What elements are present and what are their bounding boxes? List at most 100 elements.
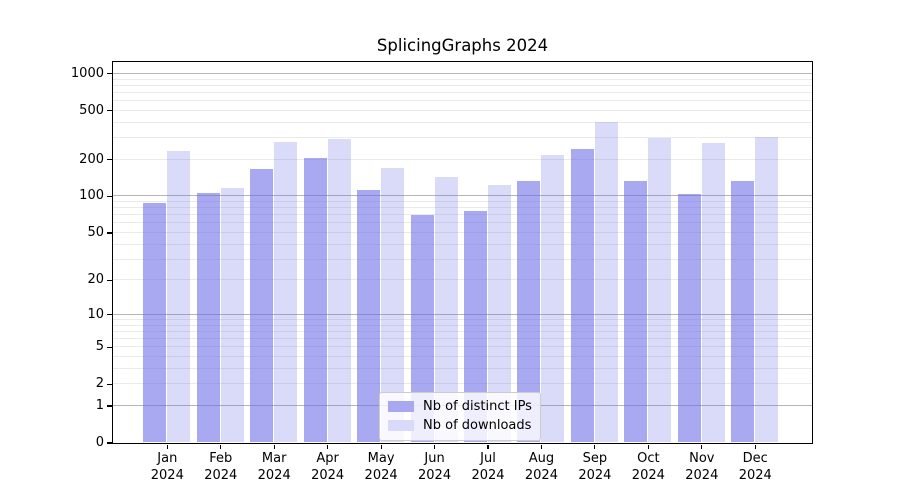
- bar-downloads-dec-2024: [755, 137, 779, 443]
- plot-area: [111, 60, 813, 444]
- x-tick-mark: [487, 444, 489, 449]
- bar-distinct-ips-sep-2024: [570, 149, 594, 443]
- x-tick-mark: [220, 444, 222, 449]
- y-tick-label: 1: [95, 397, 104, 413]
- bar-downloads-sep-2024: [594, 121, 618, 443]
- bar-downloads-aug-2024: [541, 155, 565, 443]
- x-tick-label: Aug 2024: [524, 451, 558, 483]
- bar-downloads-oct-2024: [648, 137, 672, 443]
- x-tick-label: Apr 2024: [311, 451, 345, 483]
- y-tick-label: 20: [87, 272, 104, 288]
- y-tick-mark: [107, 314, 112, 316]
- bar-distinct-ips-jan-2024: [143, 203, 167, 443]
- bar-downloads-jan-2024: [167, 151, 191, 443]
- bar-distinct-ips-may-2024: [357, 189, 381, 443]
- x-tick-mark: [433, 444, 436, 449]
- x-tick-mark: [166, 444, 168, 449]
- major-gridline: [112, 313, 812, 315]
- x-tick-mark: [327, 444, 329, 449]
- x-tick-mark: [754, 444, 756, 449]
- legend-item-downloads: Nb of downloads: [388, 416, 532, 435]
- y-tick-label: 500: [79, 102, 104, 118]
- minor-gridline: [112, 383, 812, 385]
- y-tick-mark: [107, 73, 112, 75]
- y-tick-mark: [107, 442, 112, 444]
- chart-title: SplicingGraphs 2024: [376, 36, 549, 55]
- minor-gridline: [112, 231, 812, 233]
- x-tick-mark: [540, 444, 543, 449]
- bar-distinct-ips-jul-2024: [464, 211, 487, 443]
- y-tick-label: 200: [79, 151, 104, 167]
- bar-downloads-apr-2024: [327, 139, 351, 443]
- y-tick-mark: [107, 195, 112, 198]
- x-tick-mark: [701, 444, 703, 449]
- bar-distinct-ips-apr-2024: [303, 157, 327, 443]
- bar-downloads-jul-2024: [488, 185, 511, 443]
- y-tick-mark: [107, 383, 112, 385]
- minor-gridline: [112, 121, 812, 123]
- x-tick-label: Jun 2024: [418, 451, 452, 483]
- minor-gridline: [112, 78, 812, 80]
- minor-gridline: [112, 158, 812, 160]
- bar-distinct-ips-feb-2024: [196, 193, 220, 443]
- x-tick-label: Dec 2024: [738, 451, 772, 483]
- minor-gridline: [112, 318, 812, 320]
- legend-label-downloads: Nb of downloads: [423, 418, 532, 433]
- minor-gridline: [112, 367, 812, 369]
- x-tick-mark: [380, 444, 382, 449]
- minor-gridline: [112, 91, 812, 93]
- minor-gridline: [112, 207, 812, 209]
- x-tick-label: Nov 2024: [685, 451, 719, 483]
- y-tick-mark: [107, 279, 112, 281]
- legend: Nb of distinct IPs Nb of downloads: [379, 392, 541, 441]
- minor-gridline: [112, 222, 812, 224]
- y-tick-label: 50: [87, 224, 104, 240]
- legend-swatch-downloads: [388, 420, 414, 431]
- legend-label-distinct-ips: Nb of distinct IPs: [423, 399, 532, 414]
- bar-downloads-jun-2024: [434, 176, 458, 443]
- bar-downloads-feb-2024: [220, 187, 244, 443]
- minor-gridline: [112, 109, 812, 111]
- x-tick-label: Mar 2024: [257, 451, 291, 483]
- bar-distinct-ips-aug-2024: [517, 181, 541, 443]
- bar-downloads-mar-2024: [274, 142, 298, 443]
- x-tick-label: Feb 2024: [204, 451, 238, 483]
- bar-downloads-nov-2024: [701, 142, 725, 443]
- minor-gridline: [112, 330, 812, 332]
- x-tick-mark: [647, 444, 649, 449]
- y-tick-mark: [107, 110, 112, 112]
- minor-gridline: [112, 346, 812, 348]
- x-tick-mark: [273, 444, 275, 449]
- minor-gridline: [112, 338, 812, 340]
- bar-distinct-ips-nov-2024: [677, 193, 701, 443]
- y-tick-label: 2: [95, 376, 104, 392]
- minor-gridline: [112, 214, 812, 216]
- minor-gridline: [112, 201, 812, 202]
- bar-distinct-ips-jun-2024: [410, 214, 434, 443]
- x-tick-label: Sep 2024: [578, 451, 612, 483]
- y-tick-mark: [107, 159, 112, 161]
- bar-distinct-ips-mar-2024: [250, 168, 274, 443]
- y-tick-mark: [107, 405, 112, 407]
- x-tick-label: Oct 2024: [631, 451, 665, 483]
- minor-gridline: [112, 137, 812, 139]
- y-tick-label: 100: [79, 188, 104, 204]
- minor-gridline: [112, 84, 812, 86]
- minor-gridline: [112, 279, 812, 281]
- minor-gridline: [112, 100, 812, 102]
- y-tick-label: 1000: [70, 65, 104, 81]
- minor-gridline: [112, 258, 812, 260]
- major-gridline: [112, 72, 812, 74]
- minor-gridline: [112, 243, 812, 245]
- x-tick-label: Jul 2024: [471, 451, 505, 483]
- x-tick-label: May 2024: [364, 451, 398, 483]
- legend-swatch-distinct-ips: [388, 401, 414, 412]
- minor-gridline: [112, 356, 812, 358]
- bar-distinct-ips-oct-2024: [624, 181, 648, 443]
- x-tick-mark: [594, 444, 596, 449]
- bar-downloads-may-2024: [381, 168, 405, 443]
- y-tick-mark: [107, 232, 112, 234]
- legend-item-distinct-ips: Nb of distinct IPs: [388, 397, 532, 416]
- y-tick-label: 5: [95, 339, 104, 355]
